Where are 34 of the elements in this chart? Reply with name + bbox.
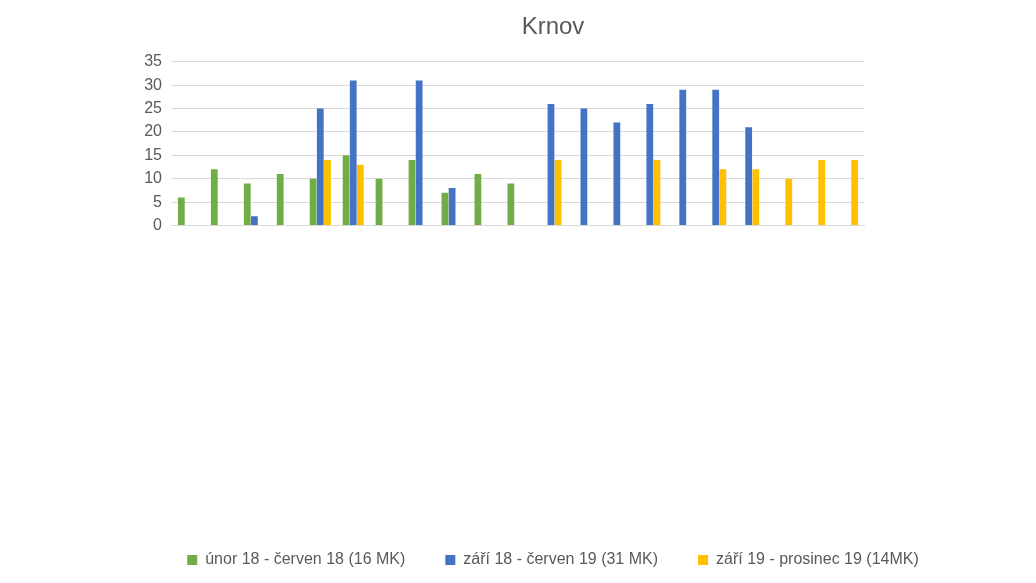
y-tick-label: 15 <box>144 145 163 163</box>
bar <box>210 169 218 225</box>
bar <box>316 108 324 225</box>
bar <box>785 178 793 225</box>
bar <box>712 89 720 225</box>
bar <box>818 160 826 225</box>
bar <box>309 178 317 225</box>
y-tick-label: 10 <box>144 169 163 187</box>
bar <box>613 122 621 225</box>
y-tick-label: 20 <box>144 122 163 140</box>
legend-label: únor 18 - červen 18 (16 MK) <box>205 550 406 568</box>
bar <box>851 160 859 225</box>
bar <box>415 80 423 225</box>
y-tick-label: 35 <box>144 52 163 70</box>
y-tick-label: 30 <box>144 75 163 93</box>
legend-label: září 19 - prosinec 19 (14MK) <box>716 550 919 568</box>
legend-label: září 18 - červen 19 (31 MK) <box>463 550 659 568</box>
bar <box>646 103 654 225</box>
bar <box>356 164 364 225</box>
bar <box>719 169 727 225</box>
bar <box>745 127 753 225</box>
y-tick-label: 0 <box>153 215 163 233</box>
bar <box>243 183 251 225</box>
bar <box>250 216 258 225</box>
bar <box>507 183 515 225</box>
bar <box>752 169 760 225</box>
bar <box>349 80 357 225</box>
y-tick-label: 5 <box>153 192 163 210</box>
bar <box>276 174 284 225</box>
chart-title: Krnov <box>521 12 585 40</box>
bar <box>324 160 331 225</box>
bar <box>177 197 185 225</box>
bar <box>679 89 687 225</box>
y-tick-label: 25 <box>144 98 163 116</box>
